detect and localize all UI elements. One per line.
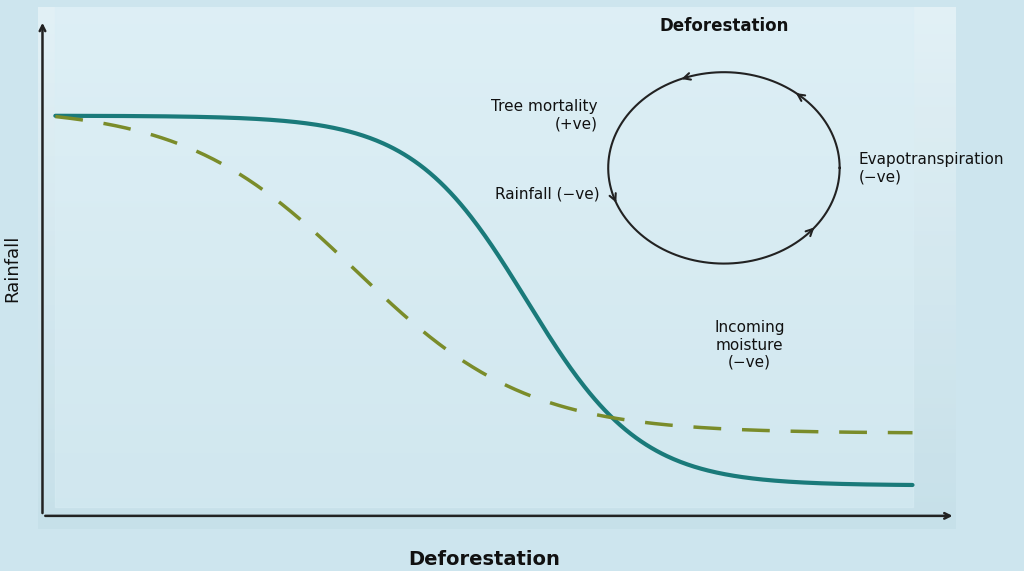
Text: Rainfall (−ve): Rainfall (−ve) — [495, 187, 600, 202]
Text: Deforestation: Deforestation — [408, 550, 560, 569]
Text: Incoming
moisture
(−ve): Incoming moisture (−ve) — [715, 320, 784, 370]
Text: Tree mortality
(+ve): Tree mortality (+ve) — [492, 99, 598, 132]
Text: Deforestation: Deforestation — [659, 17, 788, 35]
Text: Evapotranspiration
(−ve): Evapotranspiration (−ve) — [858, 152, 1004, 184]
Text: Rainfall: Rainfall — [3, 234, 22, 301]
